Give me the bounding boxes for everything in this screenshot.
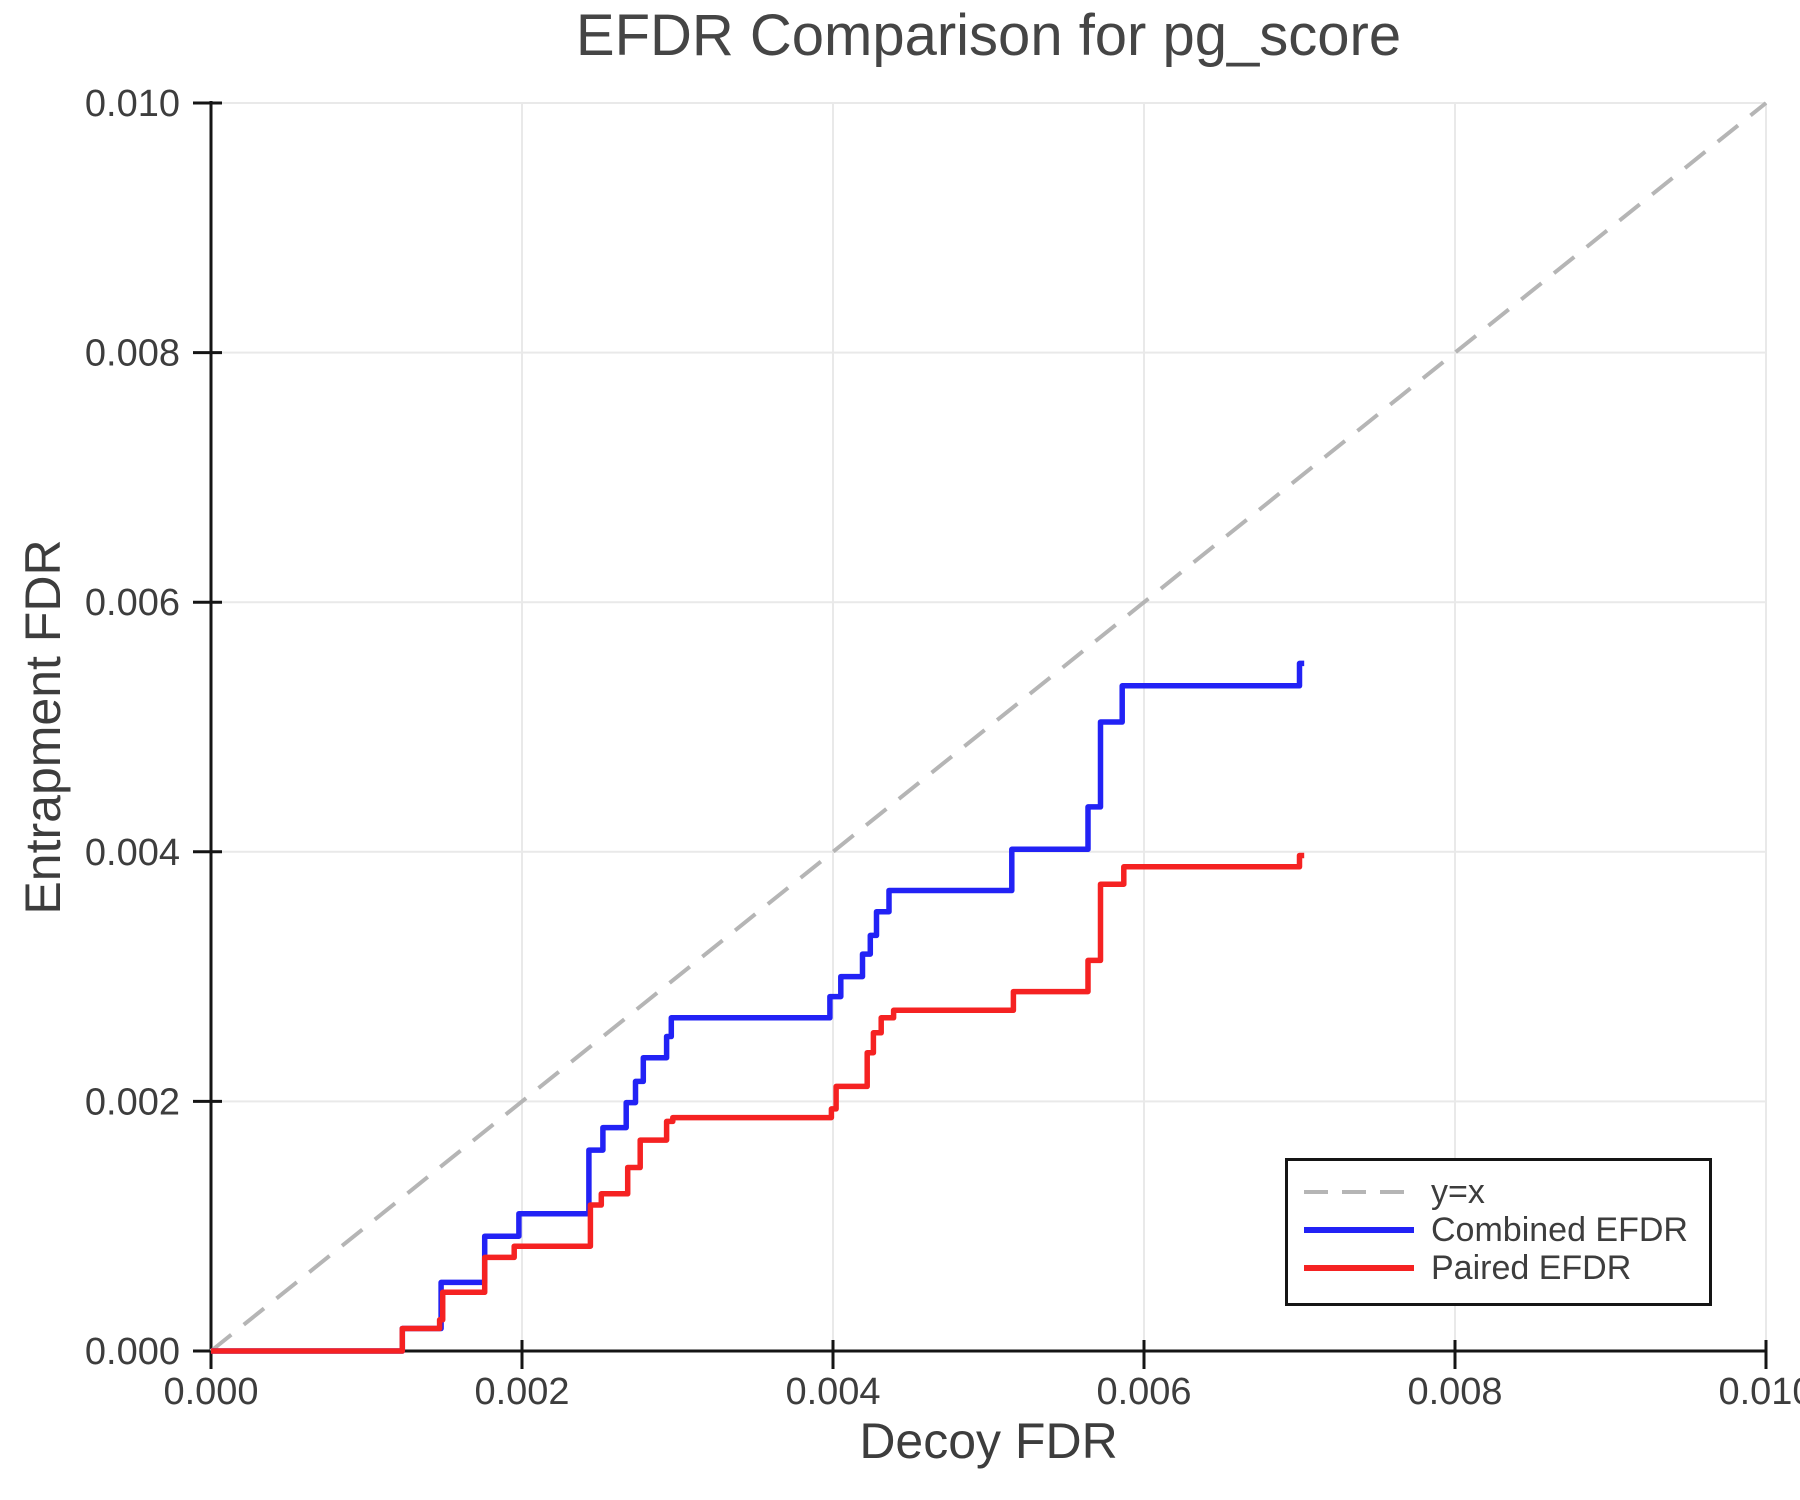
y-axis-label: Entrapment FDR [15,539,71,915]
x-tick-label: 0.010 [1718,1371,1800,1413]
legend-label: Paired EFDR [1431,1249,1632,1287]
chart-title: EFDR Comparison for pg_score [575,3,1402,68]
x-tick-label: 0.006 [1096,1371,1191,1413]
x-tick-label: 0.000 [163,1371,258,1413]
series-line-2 [211,852,1305,1354]
series-line-1 [211,660,1305,1354]
dashed-line-sample-icon [1304,1190,1414,1194]
x-tick-label: 0.002 [474,1371,569,1413]
series-line-0 [209,101,1768,1353]
legend-item-paired-efdr: Paired EFDR [1288,1249,1709,1287]
y-tick-label: 0.000 [85,1331,180,1373]
y-tick-label: 0.010 [85,83,180,125]
x-tick-label: 0.004 [785,1371,880,1413]
blue-line-sample-icon [1304,1227,1414,1233]
legend-label: y=x [1431,1173,1485,1211]
x-axis-label: Decoy FDR [859,1413,1118,1469]
legend-item-combined-efdr: Combined EFDR [1288,1211,1709,1249]
y-tick-label: 0.008 [85,333,180,375]
x-tick-label: 0.008 [1407,1371,1502,1413]
y-tick-label: 0.006 [85,582,180,624]
legend-label: Combined EFDR [1431,1211,1688,1249]
y-tick-label: 0.004 [85,832,180,874]
legend-item-identity-line: y=x [1288,1173,1709,1211]
red-line-sample-icon [1304,1265,1414,1271]
y-tick-label: 0.002 [85,1081,180,1123]
legend: y=x Combined EFDR Paired EFDR [1285,1158,1712,1306]
